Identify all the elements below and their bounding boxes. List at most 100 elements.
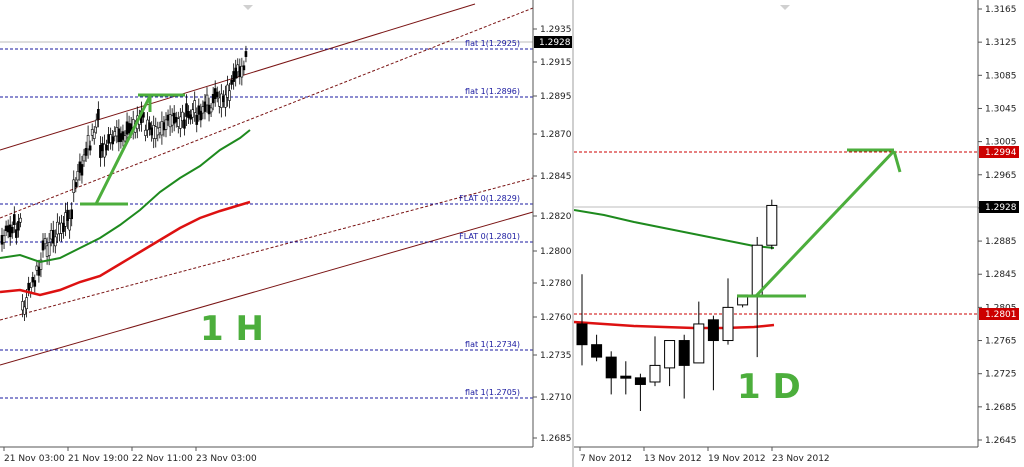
- candle-body: [605, 356, 617, 379]
- daily-chart-panel[interactable]: 1 D 1.3165 1.3125 1.3085 1.3045 1.3005 1.2965…: [574, 0, 1024, 467]
- candle-body: [74, 182, 78, 188]
- candle-body: [35, 265, 39, 271]
- horizontal-levels: flat 1(1.2925) flat 1(1.2896) FLAT 0(1.282…: [0, 39, 533, 399]
- level-label: FLAT 0(1.2801): [459, 232, 520, 241]
- candle-body: [47, 242, 51, 256]
- candle-body: [591, 344, 603, 358]
- candle-body: [181, 111, 184, 121]
- candle-body: [179, 116, 182, 129]
- price-tick-label: 1.2845: [540, 172, 572, 182]
- candle-body: [177, 118, 180, 127]
- price-tick-label: 1.2965: [985, 171, 1017, 181]
- red-moving-average: [574, 320, 775, 330]
- price-tick-label: 1.3005: [985, 138, 1017, 148]
- channel-lower-line: [0, 211, 534, 366]
- time-tick-label: 7 Nov 2012: [580, 454, 632, 464]
- candle-body: [226, 84, 229, 98]
- current-price-tag: [534, 36, 572, 48]
- candle-body: [193, 100, 196, 114]
- daily-candles: [576, 199, 778, 411]
- candle-body: [187, 111, 190, 119]
- chart-shift-marker: [780, 5, 790, 10]
- price-tick-label: 1.2915: [540, 58, 572, 68]
- price-tick-label: 1.2870: [540, 130, 572, 140]
- green-moving-average: [574, 209, 775, 249]
- current-price-value: 1.2928: [539, 38, 571, 48]
- panel-divider[interactable]: [572, 0, 574, 467]
- candle-body: [31, 276, 35, 283]
- candle-body: [45, 245, 49, 257]
- target-price-value: 1.2994: [985, 148, 1017, 158]
- level-label: flat 1(1.2925): [465, 39, 520, 48]
- candle-body: [6, 225, 10, 233]
- target-price-tag: [979, 146, 1019, 158]
- level-label: FLAT 0(1.2829): [459, 194, 520, 203]
- candle-body: [222, 95, 225, 103]
- candle-body: [197, 105, 201, 115]
- candle-body: [37, 266, 41, 276]
- price-tick-label: 1.3085: [985, 71, 1017, 81]
- support-price-value: 1.2801: [985, 310, 1017, 320]
- candle-body: [19, 217, 22, 223]
- candle-body: [218, 97, 221, 107]
- candle-body: [195, 114, 199, 125]
- price-tick-label: 1.2645: [985, 436, 1017, 446]
- candle-body: [53, 236, 57, 247]
- candle-body: [164, 119, 168, 130]
- candle-body: [203, 101, 207, 112]
- time-tick-label: 23 Nov 03:00: [196, 454, 257, 464]
- candle-body: [123, 135, 127, 142]
- price-tick-label: 1.2885: [985, 237, 1017, 247]
- candle-body: [174, 116, 178, 123]
- price-tick-label: 1.2895: [540, 92, 572, 102]
- candle-body: [64, 212, 67, 227]
- candle-body: [62, 222, 65, 232]
- support-price-tag: [979, 308, 1019, 320]
- candle-body: [215, 91, 219, 98]
- price-tick-label: 1.2725: [985, 370, 1017, 380]
- candle-body: [101, 143, 104, 152]
- candle-body: [56, 221, 59, 235]
- candle-body: [146, 119, 149, 131]
- timeframe-label: 1 H: [200, 309, 264, 349]
- candle-body: [236, 64, 240, 73]
- candle-body: [111, 136, 114, 145]
- candle-body: [242, 65, 246, 71]
- candle-body: [8, 224, 12, 238]
- candle-body: [664, 340, 676, 369]
- current-price-tag: [979, 201, 1019, 213]
- price-tick-label: 1.2685: [985, 403, 1017, 413]
- hourly-chart-panel[interactable]: flat 1(1.2925) flat 1(1.2896) FLAT 0(1.282…: [0, 0, 572, 467]
- candle-body: [205, 94, 209, 106]
- candle-body: [58, 223, 61, 234]
- candle-body: [92, 131, 96, 139]
- price-channel: [0, 3, 534, 366]
- candle-body: [224, 94, 227, 108]
- candle-body: [649, 364, 661, 383]
- candle-body: [115, 127, 119, 137]
- candle-body: [119, 133, 123, 142]
- candle-body: [168, 114, 172, 128]
- candle-body: [156, 127, 160, 136]
- candle-body: [21, 301, 24, 311]
- candle-body: [125, 121, 129, 135]
- candle-body: [99, 144, 102, 158]
- candle-body: [107, 134, 110, 144]
- candle-body: [72, 179, 76, 193]
- bullish-arrow-annotation: [80, 93, 185, 206]
- candle-body: [240, 65, 244, 78]
- price-tick-label: 1.2935: [540, 25, 572, 35]
- candle-body: [49, 230, 53, 240]
- candle-body: [80, 164, 84, 176]
- candle-body: [213, 88, 217, 99]
- price-tick-label: 1.3165: [985, 5, 1017, 15]
- price-tick-label: 1.2765: [985, 337, 1017, 347]
- candle-body: [2, 235, 6, 243]
- candle-body: [152, 124, 155, 139]
- candle-body: [70, 209, 73, 220]
- candle-body: [634, 377, 646, 385]
- candle-body: [76, 170, 80, 181]
- price-tick-label: 1.3125: [985, 38, 1017, 48]
- candle-body: [620, 375, 632, 379]
- candle-body: [228, 90, 231, 101]
